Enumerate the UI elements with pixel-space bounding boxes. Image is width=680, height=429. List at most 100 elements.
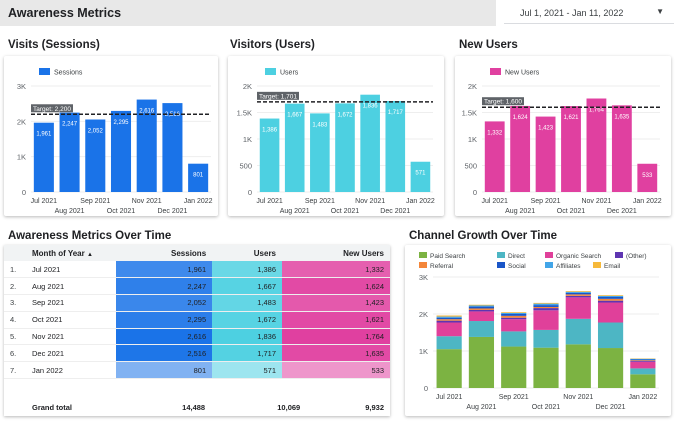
visitors-x-label: Oct 2021 [331,208,360,215]
visits-bar [162,103,183,192]
channel-legend-label: Affiliates [556,263,581,270]
month-column-header[interactable]: Month of Year ▲ [26,245,116,261]
visitors-bar-value: 1,483 [312,122,328,128]
table-title: Awareness Metrics Over Time [8,230,172,242]
channel-bar-segment [630,359,656,361]
channel-x-label: Aug 2021 [466,404,496,411]
visits-y-tick: 2K [17,117,26,126]
visits-chart-card[interactable]: Sessions 0 1K 2K 3K 1,961 2,247 2,052 2,295 2,616… [4,56,218,216]
channel-bar-segment [468,309,495,312]
table-row[interactable]: 4. Oct 2021 2,295 1,672 1,621 [4,311,390,329]
channel-bar-segment [468,321,495,337]
visits-y-tick: 3K [17,82,26,91]
new_users-bar [510,105,531,192]
date-range-value: Jul 1, 2021 - Jan 11, 2022 [520,8,624,18]
header-bar: Awareness Metrics [0,0,496,26]
channel-bar-segment [533,329,559,348]
new_users-bar-value: 1,764 [589,108,605,114]
channel-bar-segment [630,360,656,361]
channel-bar-segment [501,312,527,313]
channel-legend-swatch [497,252,505,258]
metrics-table[interactable]: Month of Year ▲ Sessions Users New Users… [4,245,390,416]
row-index: 1. [4,261,26,279]
visitors-chart-title: Visitors (Users) [230,39,315,51]
total-users: 10,069 [277,403,301,413]
visitors-x-label: Jul 2021 [256,198,283,205]
channel-stacked-bar-chart[interactable]: Paid Search Direct Organic Search (Other) Re… [405,245,671,416]
channel-bar-segment [565,291,591,292]
row-index: 7. [4,361,26,380]
row-index: 3. [4,294,26,312]
month-cell: Sep 2021 [26,294,116,312]
channel-bar-segment [468,304,495,306]
channel-bar-segment [436,322,462,337]
channel-bar-segment [468,311,495,322]
channel-bar-segment [436,349,462,388]
channel-legend-swatch [545,252,553,258]
new-users-chart-card[interactable]: New Users 0 500 1K 1.5K 2K 1,332 1,624 1,423 1,62… [455,56,671,216]
visits-bar-value: 2,616 [139,109,155,115]
users-column-header[interactable]: Users [212,245,283,261]
channel-legend-label: Organic Search [556,253,602,260]
visitors-bar [335,103,355,192]
visits-bar [33,122,54,192]
new-users-cell: 1,423 [282,294,390,312]
month-cell: Jan 2022 [26,361,116,380]
channel-bar-segment [468,336,495,388]
channel-bar-segment [565,344,591,388]
date-range-picker[interactable]: Jul 1, 2021 - Jan 11, 2022 ▼ [504,2,674,24]
channel-bar-segment [436,317,462,320]
visits-x-label: Sep 2021 [80,198,110,205]
channel-legend-swatch [615,252,623,258]
sort-ascending-icon[interactable]: ▲ [86,251,93,258]
new_users-x-label: Jul 2021 [481,198,508,205]
table-row[interactable]: 6. Dec 2021 2,516 1,717 1,635 [4,344,390,363]
new_users-x-label: Jan 2022 [633,198,662,205]
new_users-bar [561,106,581,192]
total-new-users: 9,932 [365,403,384,413]
channel-bar-segment [501,319,527,332]
channel-bar-segment [565,297,591,319]
new-users-bar-chart[interactable]: New Users 0 500 1K 1.5K 2K 1,332 1,624 1,423 1,62… [455,56,671,216]
table-row[interactable]: 1. Jul 2021 1,961 1,386 1,332 [4,261,390,279]
channel-bar-segment [597,300,624,303]
table-row[interactable]: 5. Nov 2021 2,616 1,836 1,764 [4,328,390,346]
channel-bar-segment [533,347,559,388]
month-header-label: Month of Year [32,248,85,258]
sessions-column-header[interactable]: Sessions [116,245,213,261]
channel-bar-segment [501,331,527,347]
visits-bar-chart[interactable]: Sessions 0 1K 2K 3K 1,961 2,247 2,052 2,295 2,616… [4,56,218,216]
new_users-x-label: Sep 2021 [531,198,561,205]
new_users-x-label: Nov 2021 [581,198,611,205]
visits-y-tick: 0 [22,188,26,197]
new-users-cell: 1,621 [282,311,390,329]
new-users-column-header[interactable]: New Users [282,245,390,261]
channel-legend-label: Referral [430,263,454,270]
visits-legend-swatch [39,68,50,75]
visits-x-label: Jan 2022 [184,198,213,205]
channel-bar-segment [597,322,624,349]
channel-x-label: Oct 2021 [532,404,561,411]
table-row[interactable]: 7. Jan 2022 801 571 533 [4,361,390,380]
channel-x-label: Jul 2021 [436,394,463,401]
table-row[interactable]: 2. Aug 2021 2,247 1,667 1,624 [4,277,390,296]
visitors-bar-chart[interactable]: Users 0 500 1K 1.5K 2K 1,386 1,667 1,483 1,672 1,8… [228,56,444,216]
visits-bar-value: 801 [193,173,204,179]
visitors-chart-card[interactable]: Users 0 500 1K 1.5K 2K 1,386 1,667 1,483 1,672 1,8… [228,56,444,216]
visits-bar [136,99,157,192]
new_users-target-label: Target: 1,600 [484,99,522,106]
channel-bar-segment [630,368,656,375]
visits-bar [59,112,80,192]
channel-legend-swatch [419,262,427,268]
chevron-down-icon[interactable]: ▼ [656,7,664,16]
new_users-bar [535,116,556,192]
month-cell: Dec 2021 [26,344,116,363]
visits-chart-title: Visits (Sessions) [8,39,100,51]
table-row[interactable]: 3. Sep 2021 2,052 1,483 1,423 [4,294,390,312]
channel-bar-segment [436,315,462,317]
month-cell: Aug 2021 [26,277,116,296]
sessions-cell: 2,295 [116,311,213,329]
channel-bar-segment [565,291,591,293]
channel-chart-card[interactable]: Paid Search Direct Organic Search (Other) Re… [405,245,671,416]
channel-bar-segment [501,317,527,320]
